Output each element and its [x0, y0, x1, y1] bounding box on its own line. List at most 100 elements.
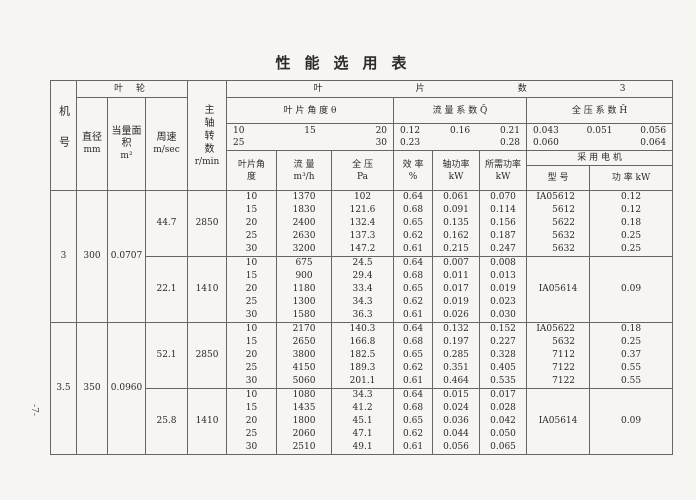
- cell-rpm: 1410: [187, 388, 228, 455]
- cell-flow: 900: [276, 270, 333, 283]
- cell-required-power: 0.042: [479, 415, 528, 428]
- cell-motor-power: 0.55: [589, 375, 674, 389]
- cell-flow: 1300: [276, 296, 333, 309]
- cell-motor-model: 5632: [526, 243, 591, 257]
- cell-speed: 22.1: [144, 256, 189, 323]
- col-angle: 叶片角度: [226, 150, 278, 191]
- cell-shaft-power: 0.132: [432, 322, 481, 336]
- cell-efficiency: 0.64: [393, 322, 434, 336]
- cell-flow: 1435: [276, 402, 333, 415]
- cell-flow: 1080: [276, 388, 333, 402]
- cell-pressure: 102: [331, 190, 395, 204]
- cell-blade-angle: 15: [226, 402, 278, 415]
- cell-flow: 2400: [276, 217, 333, 230]
- header-motor: 采 用 电 机: [526, 150, 674, 166]
- header-speed: 周速 m/sec: [144, 97, 189, 191]
- table-row: 30 2510 49.1 0.61 0.056 0.065: [51, 441, 673, 455]
- cell-motor-model: 7112: [526, 349, 591, 362]
- cell-required-power: 0.156: [479, 217, 528, 230]
- cell-flow: 4150: [276, 362, 333, 375]
- cell-required-power: 0.328: [479, 349, 528, 362]
- cell-motor-power: 0.25: [589, 230, 674, 243]
- cell-blade-angle: 20: [226, 415, 278, 428]
- cell-required-power: 0.247: [479, 243, 528, 257]
- cell-blade-angle: 25: [226, 296, 278, 309]
- cell-required-power: 0.008: [479, 256, 528, 270]
- cell-blade-angle: 10: [226, 322, 278, 336]
- table-row: 30 3200 147.2 0.61 0.215 0.247 5632 0.25: [51, 243, 674, 257]
- col-pressure: 全 压 Pa: [331, 150, 395, 191]
- cell-blade-angle: 10: [226, 388, 278, 402]
- cell-flow: 5060: [276, 375, 333, 389]
- cell-blade-angle: 25: [226, 362, 278, 375]
- table-row: 15 2650 166.8 0.68 0.197 0.227 5632 0.25: [51, 336, 674, 349]
- cell-shaft-power: 0.007: [432, 256, 481, 270]
- cell-efficiency: 0.61: [393, 441, 434, 455]
- cell-flow: 1830: [276, 204, 333, 217]
- cell-pressure: 33.4: [331, 283, 395, 296]
- cell-required-power: 0.050: [479, 428, 528, 441]
- cell-motor-model: 5612: [526, 204, 591, 217]
- cell-required-power: 0.535: [479, 375, 528, 389]
- header-rpm: 主轴转数 r/min: [187, 80, 228, 191]
- cell-pressure: 189.3: [331, 362, 395, 375]
- cell-pressure: 45.1: [331, 415, 395, 428]
- cell-motor-model: IA05622: [526, 322, 591, 336]
- flow-coef-values: 0.12 0.16 0.21 0.23 0.28: [393, 123, 528, 151]
- cell-blade-angle: 15: [226, 204, 278, 217]
- table-row: 25 1300 34.3 0.62 0.019 0.023: [51, 296, 673, 309]
- cell-area: 0.0960: [107, 322, 146, 455]
- cell-flow: 3800: [276, 349, 333, 362]
- cell-rpm: 2850: [187, 190, 228, 257]
- cell-efficiency: 0.61: [393, 309, 434, 323]
- cell-motor-model: 5632: [526, 230, 591, 243]
- cell-diameter: 300: [76, 190, 108, 323]
- cell-pressure: 41.2: [331, 402, 395, 415]
- cell-shaft-power: 0.044: [432, 428, 481, 441]
- cell-efficiency: 0.68: [393, 336, 434, 349]
- cell-shaft-power: 0.056: [432, 441, 481, 455]
- cell-area: 0.0707: [107, 190, 146, 323]
- cell-pressure: 34.3: [331, 296, 395, 309]
- cell-pressure: 121.6: [331, 204, 395, 217]
- cell-flow: 2650: [276, 336, 333, 349]
- cell-efficiency: 0.64: [393, 190, 434, 204]
- cell-pressure: 147.2: [331, 243, 395, 257]
- cell-motor-power: 0.09: [589, 256, 674, 323]
- cell-motor-power: 0.18: [589, 217, 674, 230]
- header-blade-angle: 叶 片 角 度 θ: [226, 97, 395, 124]
- cell-blade-angle: 10: [226, 190, 278, 204]
- cell-pressure: 34.3: [331, 388, 395, 402]
- cell-efficiency: 0.62: [393, 362, 434, 375]
- cell-flow: 2060: [276, 428, 333, 441]
- cell-motor-model: 7122: [526, 362, 591, 375]
- cell-pressure: 132.4: [331, 217, 395, 230]
- cell-blade-angle: 20: [226, 283, 278, 296]
- cell-speed: 25.8: [144, 388, 189, 455]
- header-impeller: 叶 轮: [75, 80, 189, 98]
- cell-blade-angle: 20: [226, 349, 278, 362]
- cell-motor-model: 5632: [526, 336, 591, 349]
- cell-required-power: 0.114: [479, 204, 528, 217]
- cell-efficiency: 0.68: [393, 270, 434, 283]
- cell-efficiency: 0.64: [393, 388, 434, 402]
- header-pressure-coef: 全 压 系 数 H̄: [526, 97, 674, 124]
- cell-efficiency: 0.65: [393, 283, 434, 296]
- table-row: 3 300 0.0707 44.7 2850 10 1370 102 0.64 0.061 0.07…: [50, 190, 674, 323]
- pressure-coef-values: 0.043 0.051 0.056 0.060 0.064: [526, 123, 674, 151]
- col-flow: 流 量 m³/h: [276, 150, 333, 191]
- cell-flow: 1180: [276, 283, 333, 296]
- cell-shaft-power: 0.197: [432, 336, 481, 349]
- cell-blade-angle: 15: [226, 270, 278, 283]
- cell-shaft-power: 0.017: [432, 283, 481, 296]
- cell-pressure: 182.5: [331, 349, 395, 362]
- cell-blade-angle: 30: [226, 309, 278, 323]
- col-efficiency: 效 率%: [393, 150, 434, 191]
- cell-machine: 3.5: [50, 322, 77, 455]
- cell-efficiency: 0.61: [393, 243, 434, 257]
- cell-pressure: 36.3: [331, 309, 395, 323]
- col-motor-power: 功 率 kW: [589, 165, 674, 191]
- header-flow-coef: 流 量 系 数 Q̄: [393, 97, 528, 124]
- cell-blade-angle: 30: [226, 375, 278, 389]
